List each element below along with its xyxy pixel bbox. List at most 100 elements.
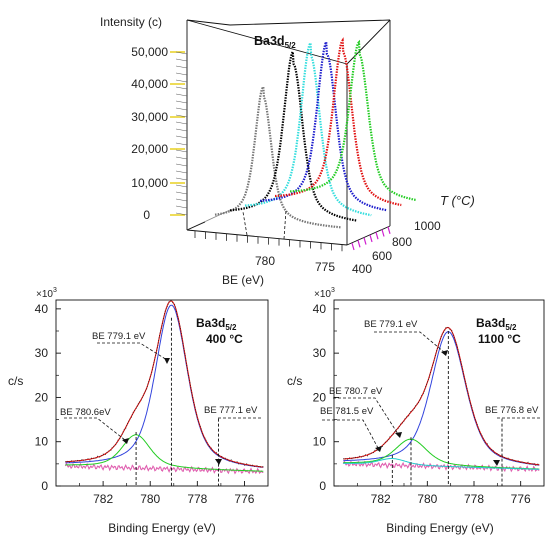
- annotation-arrow: [395, 432, 402, 438]
- br-exponent-base: ×10: [314, 289, 331, 300]
- br-title-main: Ba3d: [476, 316, 505, 330]
- envelope-curve: [65, 300, 264, 468]
- br-annotations: BE 779.1 eV BE 780.7 eV BE 781.5 eV BE 776.…: [320, 319, 540, 486]
- top-series-gray: [214, 84, 342, 229]
- top-ygrid-mark: [175, 114, 188, 118]
- ytick-label: 0: [319, 479, 326, 493]
- bl-exponent: ×103: [36, 287, 57, 300]
- top-ygrid-mark: [175, 177, 188, 181]
- top-ygrid-mark: [175, 191, 188, 195]
- annotation-leader: [64, 417, 126, 441]
- top-ztick-mark: [381, 229, 385, 237]
- br-frame: [333, 299, 545, 487]
- xtick-label: 778: [187, 492, 207, 506]
- top-ygrid-mark: [175, 205, 188, 209]
- top-spectra: [214, 37, 417, 229]
- bl-frame: [55, 299, 269, 487]
- top-ygrid-mark: [175, 128, 188, 132]
- ytick-label: 40: [313, 302, 327, 316]
- top-ygrid-mark: [175, 142, 188, 146]
- annotation-label: BE 779.1 eV: [92, 331, 146, 342]
- top-ygrid-mark: [175, 72, 188, 76]
- bl-ylabel: c/s: [8, 374, 23, 388]
- top-ygrid-mark: [175, 198, 188, 202]
- annotation-arrow: [122, 438, 129, 444]
- top-ygrid-mark: [175, 107, 188, 111]
- ytick-label: 30: [35, 346, 49, 360]
- top-ztick-1000: 1000: [414, 219, 441, 233]
- top-box: [186, 19, 391, 246]
- xtick-label: 776: [511, 492, 531, 506]
- annotation-label: BE 779.1 eV: [364, 319, 418, 330]
- top-ytick-40000: 40,000: [131, 77, 168, 91]
- top-series-red: [275, 37, 402, 207]
- top-ztick-400: 400: [352, 262, 372, 276]
- top-ygrid-mark: [175, 93, 188, 97]
- top-ygrid-mark: [175, 135, 188, 139]
- top-ygrid-mark: [175, 79, 188, 83]
- top-series-cyan: [244, 40, 372, 217]
- annotation-arrow: [375, 446, 382, 452]
- annotation-leader: [97, 342, 168, 361]
- xtick-label: 778: [464, 492, 484, 506]
- top-ygrid-mark: [175, 149, 188, 153]
- br-title-sub: 5/2: [505, 323, 517, 332]
- bl-xlabel: Binding Energy (eV): [108, 521, 215, 535]
- top-series-blue: [260, 37, 387, 212]
- baseline-curve: [342, 460, 540, 473]
- bl-curves: [64, 300, 264, 475]
- top-xtick-780: 780: [255, 254, 275, 268]
- br-exponent-sup: 3: [331, 287, 335, 294]
- top-ygrid-mark: [175, 170, 188, 174]
- top-zlabel: T (°C): [440, 193, 475, 208]
- baseline-curve: [64, 462, 264, 475]
- top-series-black: [230, 47, 357, 222]
- top-ytick-20000: 20,000: [131, 142, 168, 156]
- top-ytick-10000: 10,000: [131, 176, 168, 190]
- bottom-left-chart: ×103 c/s 40 30 20 10 0 782 780 778 776 BE 779.1 …: [8, 287, 269, 535]
- bl-title-sub: 5/2: [225, 323, 237, 332]
- top-title: Ba3d5/2: [254, 34, 296, 50]
- top-ygrid-mark: [175, 184, 188, 188]
- bl-temp: 400 °C: [206, 332, 243, 346]
- top-ztick-mark: [363, 237, 367, 245]
- annotation-label: BE 780.6eV: [60, 407, 111, 418]
- top-x-tick-marks: [194, 231, 343, 252]
- top-xlabel: BE (eV): [222, 273, 264, 287]
- annotation-leader: [374, 331, 445, 353]
- annotation-leader: [322, 419, 379, 449]
- annotation-label: BE 777.1 eV: [204, 405, 258, 416]
- top-ygrid-mark: [175, 156, 188, 160]
- top-ygrid-mark: [175, 121, 188, 125]
- bl-title: Ba3d5/2: [196, 316, 237, 332]
- ytick-label: 10: [313, 435, 327, 449]
- annotation-label: BE 776.8 eV: [485, 405, 539, 416]
- top-ztick-800: 800: [392, 235, 412, 249]
- annotation-leader: [333, 397, 399, 435]
- component-main: [343, 331, 540, 466]
- top-ygrid-mark: [175, 86, 188, 90]
- ytick-label: 0: [41, 479, 48, 493]
- br-axes: 40 30 20 10 0 782 780 778 776: [313, 302, 531, 506]
- component-mid: [343, 438, 540, 470]
- top-ztick-mark: [357, 240, 361, 248]
- top-ygrid-mark: [175, 65, 188, 69]
- top-ygrid-mark: [175, 58, 188, 62]
- bl-exponent-base: ×10: [36, 289, 53, 300]
- top-title-main: Ba3d: [254, 34, 285, 48]
- bl-title-main: Ba3d: [196, 316, 225, 330]
- top-ytick-0: 0: [143, 208, 150, 222]
- xtick-label: 782: [371, 492, 391, 506]
- top-title-sub: 5/2: [285, 41, 297, 50]
- component-shoulder: [65, 434, 264, 472]
- top-floor: [186, 209, 287, 240]
- top-ztick-mark: [375, 232, 379, 240]
- ytick-label: 20: [35, 390, 49, 404]
- top-ygrid-mark: [175, 163, 188, 167]
- top-xtick-775: 775: [315, 260, 335, 274]
- annotation-label: BE 781.5 eV: [320, 406, 374, 417]
- component-main: [65, 304, 264, 468]
- top-ztick-mark: [351, 242, 355, 251]
